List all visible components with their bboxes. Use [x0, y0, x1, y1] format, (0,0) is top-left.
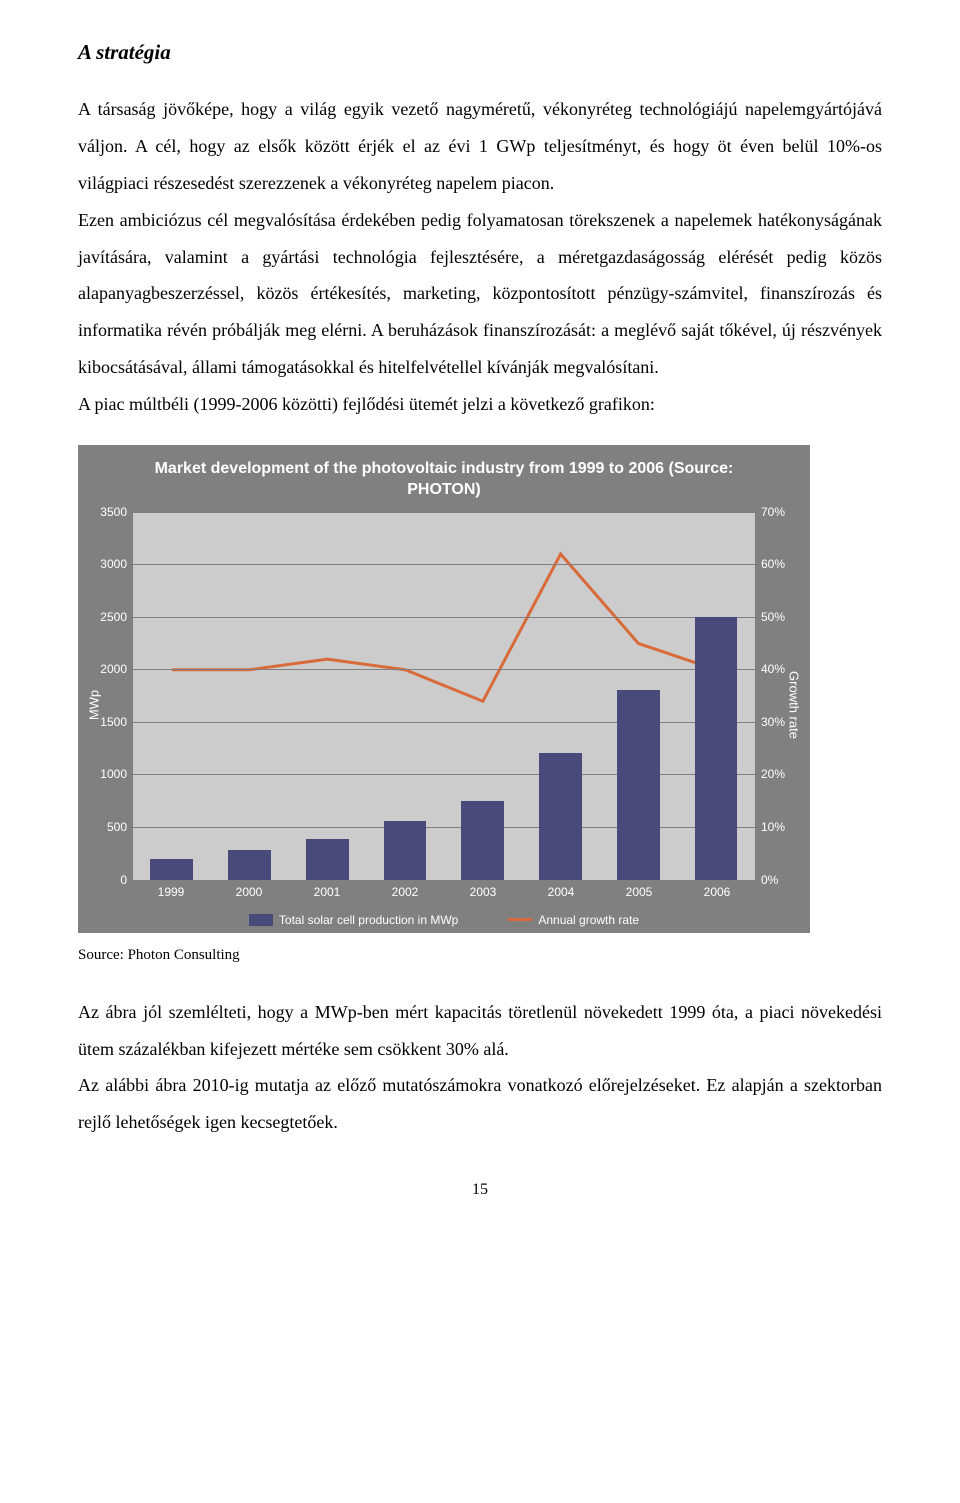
bar: [539, 753, 582, 879]
bar: [150, 859, 193, 880]
chart-container: Market development of the photovoltaic i…: [78, 445, 810, 933]
grid-line: [133, 512, 755, 513]
line-swatch-icon: [508, 918, 532, 921]
grid-line: [133, 564, 755, 565]
x-tick: 2000: [210, 885, 288, 899]
bar: [461, 801, 504, 880]
bar: [617, 690, 660, 879]
y-left-tick: 0: [83, 873, 127, 887]
paragraph-1: A társaság jövőképe, hogy a világ egyik …: [78, 91, 882, 202]
grid-line: [133, 774, 755, 775]
chart-plot-area: 00%50010%100020%150030%200040%250050%300…: [132, 511, 756, 881]
bar: [306, 839, 349, 880]
y-left-tick: 2500: [83, 610, 127, 624]
legend-bar-label: Total solar cell production in MWp: [279, 913, 458, 927]
y-right-tick: 50%: [761, 610, 801, 624]
chart-title: Market development of the photovoltaic i…: [88, 455, 800, 511]
x-tick: 2004: [522, 885, 600, 899]
y-right-tick: 20%: [761, 767, 801, 781]
x-tick: 2001: [288, 885, 366, 899]
bar-swatch-icon: [249, 914, 273, 926]
y-left-tick: 500: [83, 820, 127, 834]
bar: [695, 617, 738, 880]
y-right-tick: 70%: [761, 505, 801, 519]
grid-line: [133, 827, 755, 828]
x-tick: 2006: [678, 885, 756, 899]
x-tick: 2002: [366, 885, 444, 899]
legend-item-line: Annual growth rate: [508, 913, 639, 927]
y-right-tick: 30%: [761, 715, 801, 729]
y-left-tick: 1000: [83, 767, 127, 781]
y-right-tick: 60%: [761, 557, 801, 571]
y-left-tick: 2000: [83, 662, 127, 676]
y-left-tick: 3000: [83, 557, 127, 571]
x-tick: 1999: [132, 885, 210, 899]
growth-line: [133, 512, 755, 880]
grid-line: [133, 722, 755, 723]
y-right-tick: 40%: [761, 662, 801, 676]
y-left-tick: 3500: [83, 505, 127, 519]
x-tick: 2005: [600, 885, 678, 899]
bar: [228, 850, 271, 879]
grid-line: [133, 669, 755, 670]
paragraph-2: Ezen ambiciózus cél megvalósítása érdeké…: [78, 202, 882, 386]
page-number: 15: [78, 1181, 882, 1199]
x-axis-labels: 19992000200120022003200420052006: [132, 885, 756, 899]
legend-line-label: Annual growth rate: [538, 913, 639, 927]
chart-legend: Total solar cell production in MWp Annua…: [88, 913, 800, 927]
paragraph-4: Az ábra jól szemlélteti, hogy a MWp-ben …: [78, 994, 882, 1068]
x-tick: 2003: [444, 885, 522, 899]
section-heading: A stratégia: [78, 40, 882, 65]
bar: [384, 821, 427, 880]
y-right-tick: 10%: [761, 820, 801, 834]
y-left-tick: 1500: [83, 715, 127, 729]
paragraph-5: Az alábbi ábra 2010-ig mutatja az előző …: [78, 1067, 882, 1141]
grid-line: [133, 617, 755, 618]
paragraph-3: A piac múltbéli (1999-2006 közötti) fejl…: [78, 386, 882, 423]
y-right-tick: 0%: [761, 873, 801, 887]
legend-item-bar: Total solar cell production in MWp: [249, 913, 458, 927]
chart-source: Source: Photon Consulting: [78, 947, 882, 964]
